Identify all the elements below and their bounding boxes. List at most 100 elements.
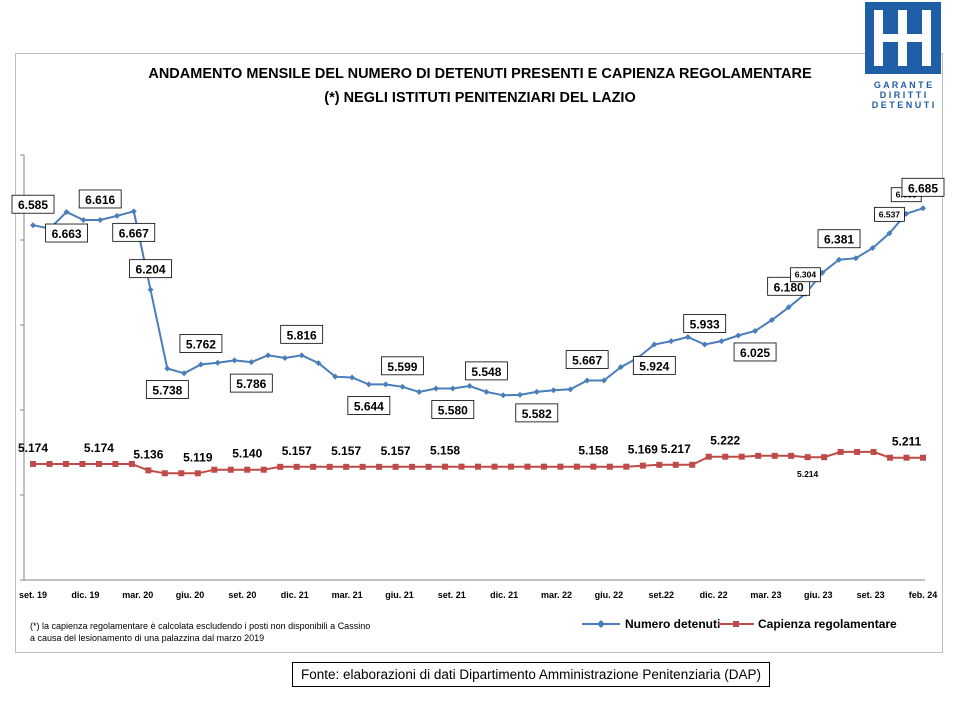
legend-label-capienza: Capienza regolamentare — [758, 617, 897, 631]
data-point — [458, 463, 465, 470]
data-point — [755, 452, 762, 459]
data-label-box — [229, 373, 273, 393]
data-point — [382, 381, 389, 388]
data-label: 6.204 — [136, 263, 166, 277]
data-point — [343, 463, 350, 470]
chart-axes — [20, 154, 925, 581]
data-point — [920, 205, 926, 212]
data-point — [705, 453, 712, 460]
data-label-box — [112, 222, 156, 242]
x-axis-ticks: set. 19 dic. 19 mar. 20 giu. 20 set. 20 dic. … — [19, 590, 937, 600]
data-point — [310, 463, 317, 470]
x-tick-label: giu. 20 — [176, 590, 205, 600]
data-point — [491, 463, 498, 470]
data-point — [145, 467, 152, 474]
logo-text-detenuti: D E T E N U T I — [872, 100, 935, 110]
x-tick-label: set. 21 — [438, 590, 466, 600]
data-point — [30, 222, 36, 229]
x-tick-label: dic. 21 — [281, 590, 309, 600]
footnote: (*) la capienza regolamentare è calcolat… — [30, 620, 370, 644]
data-label-box — [464, 361, 508, 381]
data-label: 6.025 — [740, 346, 770, 360]
data-point — [557, 463, 564, 470]
data-label: 5.157 — [381, 444, 411, 458]
data-point — [164, 365, 171, 372]
data-label: 5.174 — [18, 441, 48, 455]
x-tick-label: giu. 22 — [595, 590, 624, 600]
data-point — [181, 370, 188, 377]
data-label-box — [145, 380, 189, 399]
data-point — [852, 255, 859, 262]
data-point — [197, 361, 204, 368]
footnote-line1: (*) la capienza regolamentare è calcolat… — [30, 621, 371, 631]
data-point — [590, 463, 597, 470]
series-line — [32, 207, 924, 397]
data-label: 6.304 — [795, 270, 817, 280]
data-label-box — [45, 223, 88, 243]
data-point — [540, 463, 547, 470]
data-label: 5.136 — [133, 447, 163, 461]
x-tick-label: set. 23 — [857, 590, 885, 600]
x-tick-label: set. 20 — [228, 590, 256, 600]
data-point — [804, 454, 811, 461]
data-point — [738, 453, 745, 460]
legend-label-detenuti: Numero detenuti — [625, 617, 720, 631]
data-point — [425, 463, 432, 470]
data-point — [62, 460, 69, 467]
data-point — [656, 461, 663, 468]
x-tick-label: dic. 19 — [71, 590, 99, 600]
data-point — [449, 385, 456, 392]
source-note: Fonte: elaborazioni di dati Dipartimento… — [292, 662, 770, 687]
logo-text-garante: G A R A N T E — [874, 80, 932, 90]
data-point — [668, 338, 675, 345]
data-label-box — [78, 189, 122, 209]
data-point — [771, 452, 778, 459]
data-point — [315, 360, 322, 367]
data-point — [231, 357, 238, 364]
data-point — [869, 245, 876, 252]
data-point — [113, 212, 120, 219]
data-label-box — [129, 259, 172, 279]
data-point — [147, 286, 154, 293]
data-point — [227, 466, 234, 473]
data-point — [326, 463, 333, 470]
data-point — [672, 461, 679, 468]
data-label: 5.169 — [628, 443, 658, 457]
garante-logo: G A R A N T E D I R I T T I D E T E N U … — [865, 2, 941, 110]
data-label: 5.762 — [186, 337, 216, 351]
data-point — [785, 304, 792, 311]
data-point — [244, 466, 251, 473]
data-point — [63, 209, 70, 216]
data-label: 5.158 — [430, 444, 460, 458]
data-point — [161, 470, 168, 477]
data-label: 5.158 — [578, 444, 608, 458]
data-label: 5.174 — [84, 441, 114, 455]
data-point — [623, 463, 630, 470]
data-point — [409, 463, 416, 470]
data-point — [887, 454, 894, 461]
x-tick-label: mar. 20 — [122, 590, 153, 600]
data-label-box — [733, 342, 777, 362]
data-point — [466, 382, 473, 389]
data-label: 5.119 — [183, 450, 213, 464]
data-point — [500, 392, 507, 399]
data-point — [80, 216, 87, 223]
chart-legend: Numero detenuti Capienza regolamentare — [582, 617, 897, 631]
data-label: 5.140 — [232, 447, 262, 461]
data-point — [265, 352, 272, 359]
x-tick-label: set. 19 — [19, 590, 47, 600]
data-label: 5.157 — [331, 444, 361, 458]
data-point — [836, 256, 843, 263]
x-tick-label: mar. 22 — [541, 590, 572, 600]
data-label: 5.786 — [236, 377, 266, 391]
data-label: 5.933 — [690, 318, 720, 332]
data-point — [584, 377, 591, 384]
data-label-box — [874, 206, 905, 222]
data-point — [788, 452, 795, 459]
data-label-box — [179, 334, 223, 353]
data-point — [533, 388, 540, 395]
data-point — [248, 359, 255, 366]
chart-title-line1: ANDAMENTO MENSILE DEL NUMERO DI DETENUTI… — [148, 66, 812, 82]
data-label: 5.644 — [354, 399, 384, 413]
